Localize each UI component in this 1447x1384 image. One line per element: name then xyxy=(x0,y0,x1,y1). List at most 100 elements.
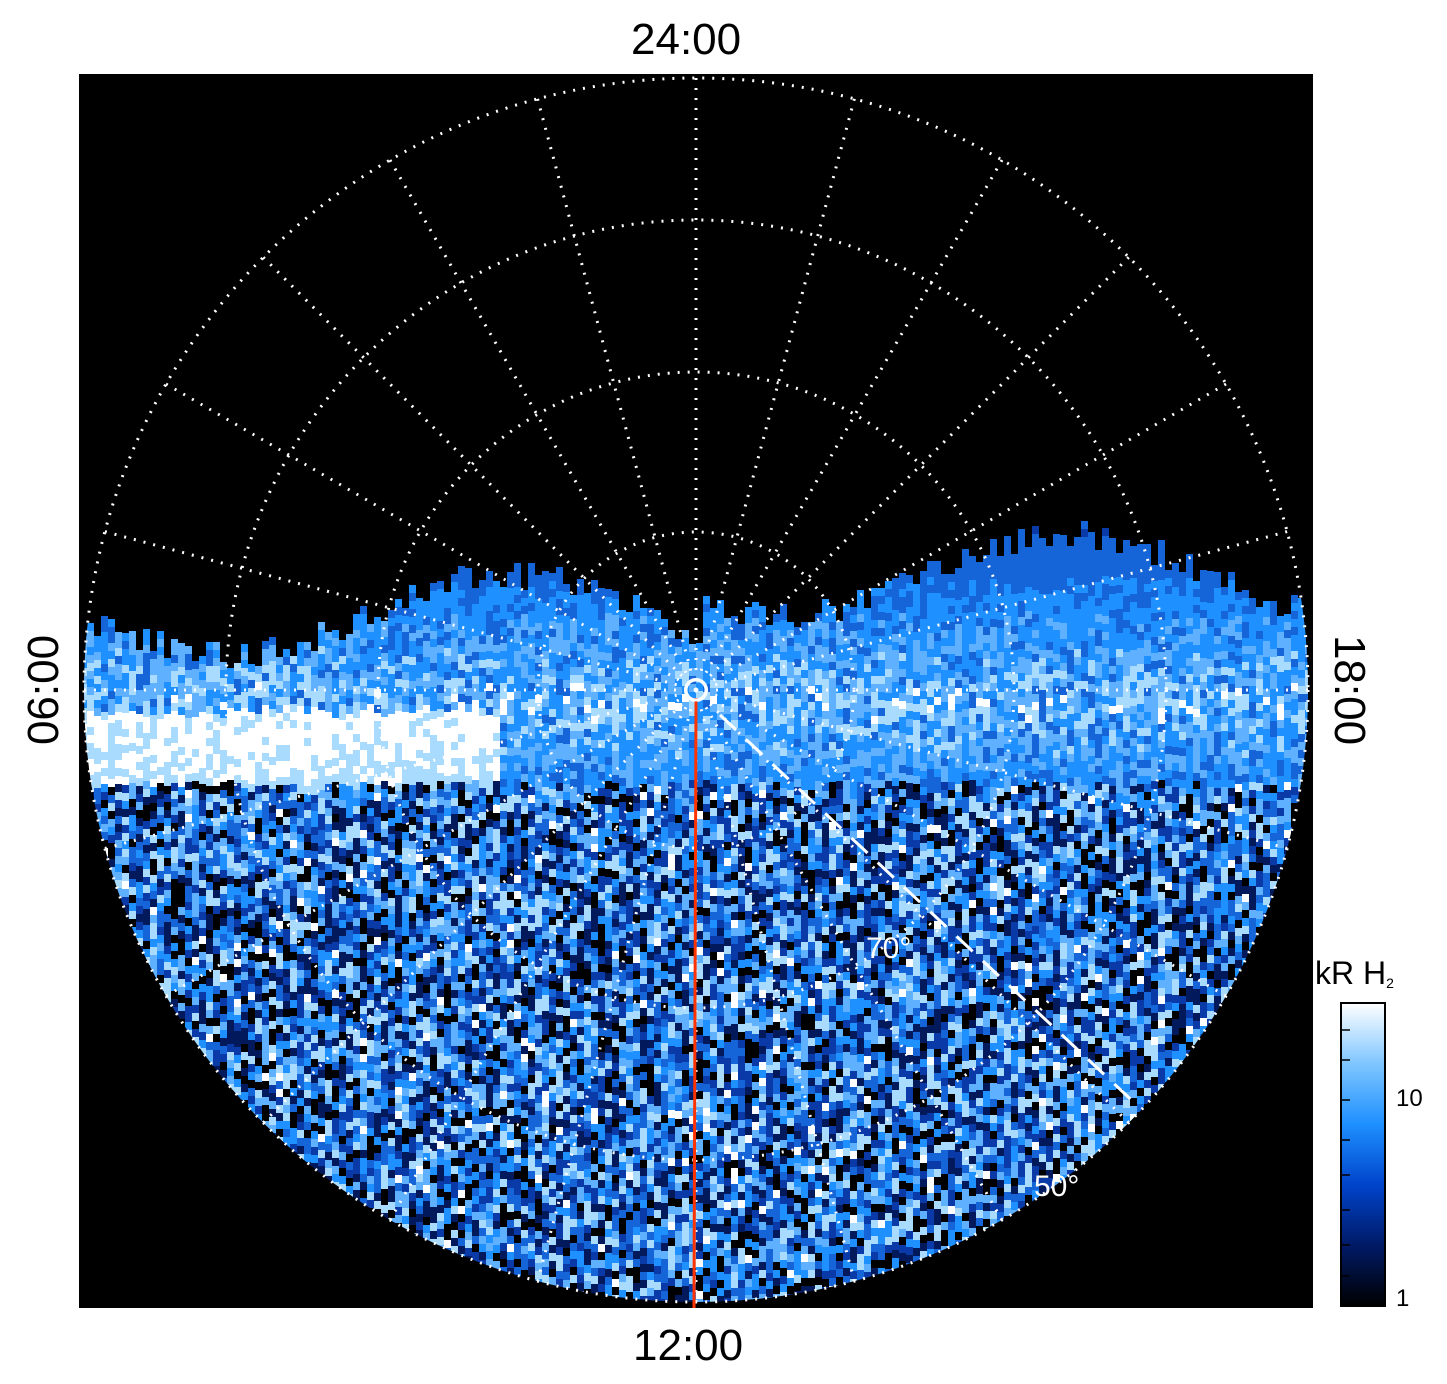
emission-cell xyxy=(458,926,465,934)
emission-cell xyxy=(430,1207,437,1215)
emission-cell xyxy=(206,914,213,922)
emission-cell xyxy=(360,790,367,798)
emission-cell xyxy=(283,1025,290,1033)
emission-cell xyxy=(381,757,388,769)
emission-cell xyxy=(122,889,129,897)
emission-cell xyxy=(416,1086,423,1094)
emission-cell xyxy=(297,866,304,874)
emission-cell xyxy=(220,894,227,902)
emission-cell xyxy=(381,717,388,729)
emission-cell xyxy=(311,915,318,923)
emission-cell xyxy=(360,862,367,870)
emission-cell xyxy=(178,739,185,751)
emission-cell xyxy=(472,644,479,656)
emission-cell xyxy=(199,688,206,700)
emission-cell xyxy=(395,1087,402,1095)
emission-cell xyxy=(234,807,241,815)
emission-cell xyxy=(367,912,374,920)
emission-cell xyxy=(290,936,297,944)
emission-cell xyxy=(458,1102,465,1110)
emission-cell xyxy=(122,697,129,709)
emission-cell xyxy=(409,1145,416,1153)
emission-cell xyxy=(381,1053,388,1061)
emission-cell xyxy=(269,861,276,869)
emission-cell xyxy=(325,696,332,708)
emission-cell xyxy=(255,722,262,734)
emission-cell xyxy=(381,829,388,837)
emission-cell xyxy=(451,998,458,1006)
emission-cell xyxy=(353,1150,360,1158)
emission-cell xyxy=(248,800,255,808)
emission-cell xyxy=(101,672,108,684)
emission-cell xyxy=(241,708,248,720)
emission-cell xyxy=(185,790,192,798)
emission-cell xyxy=(87,639,94,651)
emission-cell xyxy=(430,751,437,763)
emission-cell xyxy=(472,1092,479,1100)
emission-cell xyxy=(486,747,493,759)
emission-cell xyxy=(416,670,423,682)
emission-cell xyxy=(346,1098,353,1106)
emission-cell xyxy=(290,1120,297,1128)
emission-cell xyxy=(346,874,353,882)
emission-cell xyxy=(388,706,395,718)
emission-cell xyxy=(346,994,353,1002)
emission-cell xyxy=(353,782,360,790)
emission-cell xyxy=(458,870,465,878)
emission-cell xyxy=(318,830,325,838)
emission-cell xyxy=(444,1168,451,1176)
emission-cell xyxy=(199,720,206,732)
emission-cell xyxy=(283,857,290,865)
emission-cell xyxy=(339,848,346,856)
emission-cell xyxy=(157,703,164,715)
emission-cell xyxy=(318,774,325,786)
emission-cell xyxy=(276,1121,283,1129)
emission-cell xyxy=(486,651,493,663)
emission-cell xyxy=(465,592,472,604)
emission-cell xyxy=(290,832,297,840)
emission-cell xyxy=(360,1134,367,1142)
emission-cell xyxy=(101,752,108,764)
emission-cell xyxy=(157,671,164,683)
emission-cell xyxy=(311,987,318,995)
emission-cell xyxy=(367,832,374,840)
emission-cell xyxy=(409,953,416,961)
emission-cell xyxy=(444,632,451,644)
emission-cell xyxy=(423,625,430,637)
emission-cell xyxy=(332,830,339,838)
emission-cell xyxy=(318,854,325,862)
emission-cell xyxy=(409,609,416,621)
emission-cell xyxy=(444,1000,451,1008)
emission-cell xyxy=(283,761,290,773)
emission-cell xyxy=(367,744,374,756)
emission-cell xyxy=(451,886,458,894)
emission-cell xyxy=(269,837,276,845)
emission-cell xyxy=(402,704,409,716)
emission-cell xyxy=(451,982,458,990)
emission-cell xyxy=(115,704,122,716)
emission-cell xyxy=(395,887,402,895)
emission-cell xyxy=(423,865,430,873)
emission-cell xyxy=(388,1010,395,1018)
emission-cell xyxy=(276,1105,283,1113)
emission-cell xyxy=(178,907,185,915)
emission-cell xyxy=(94,644,101,656)
emission-cell xyxy=(283,1001,290,1009)
emission-cell xyxy=(227,788,234,796)
emission-cell xyxy=(122,657,129,669)
emission-cell xyxy=(395,879,402,887)
emission-cell xyxy=(465,1096,472,1104)
emission-cell xyxy=(283,809,290,817)
emission-cell xyxy=(360,622,367,634)
emission-cell xyxy=(388,1154,395,1162)
emission-cell xyxy=(437,1157,444,1165)
emission-cell xyxy=(164,970,171,978)
emission-cell xyxy=(332,926,339,934)
emission-cell xyxy=(283,1041,290,1049)
emission-cell xyxy=(87,735,94,747)
emission-cell xyxy=(164,770,171,782)
emission-cell xyxy=(339,1016,346,1024)
emission-cell xyxy=(255,698,262,710)
emission-cell xyxy=(423,801,430,809)
emission-cell xyxy=(129,695,136,707)
